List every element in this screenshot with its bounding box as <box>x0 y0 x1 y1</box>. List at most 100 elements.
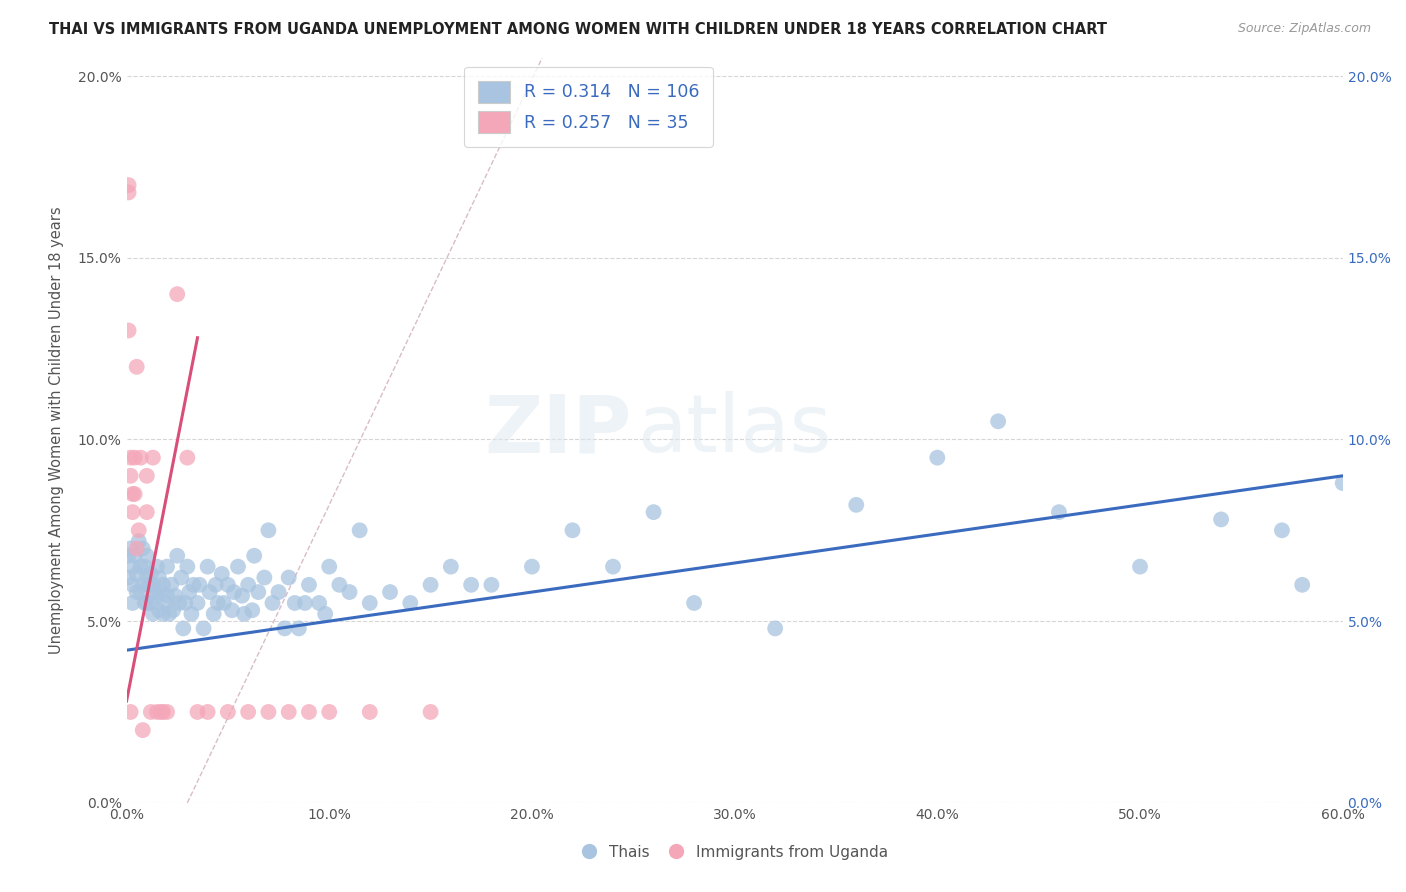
Point <box>152 705 174 719</box>
Point <box>139 566 162 581</box>
Point <box>440 559 463 574</box>
Point <box>121 505 143 519</box>
Point <box>150 585 173 599</box>
Text: atlas: atlas <box>637 392 832 469</box>
Point <box>339 585 361 599</box>
Point <box>152 578 174 592</box>
Point <box>183 578 205 592</box>
Point <box>240 603 263 617</box>
Point <box>121 596 143 610</box>
Point <box>157 607 180 621</box>
Point <box>186 596 208 610</box>
Point <box>148 570 170 584</box>
Point <box>128 524 150 538</box>
Point <box>419 705 441 719</box>
Point <box>221 603 243 617</box>
Point <box>179 585 201 599</box>
Point <box>349 524 371 538</box>
Point <box>222 585 245 599</box>
Point <box>298 578 321 592</box>
Point <box>419 578 441 592</box>
Point <box>197 705 219 719</box>
Point <box>135 468 157 483</box>
Point <box>298 705 321 719</box>
Point <box>186 705 208 719</box>
Point <box>284 596 307 610</box>
Point <box>166 287 188 301</box>
Point <box>165 589 187 603</box>
Point <box>120 468 142 483</box>
Point <box>602 559 624 574</box>
Point <box>231 589 253 603</box>
Point <box>117 323 139 337</box>
Point <box>197 559 219 574</box>
Point <box>167 596 190 610</box>
Point <box>150 705 173 719</box>
Point <box>273 621 295 635</box>
Point <box>1291 578 1313 592</box>
Point <box>148 603 170 617</box>
Point <box>257 524 280 538</box>
Point <box>481 578 503 592</box>
Point <box>142 578 165 592</box>
Point <box>125 566 148 581</box>
Point <box>207 596 229 610</box>
Point <box>212 596 235 610</box>
Point <box>138 578 160 592</box>
Point <box>359 705 381 719</box>
Point <box>460 578 482 592</box>
Point <box>134 559 156 574</box>
Point <box>121 559 143 574</box>
Point <box>236 578 259 592</box>
Point <box>927 450 949 465</box>
Point <box>328 578 350 592</box>
Point <box>170 570 193 584</box>
Point <box>262 596 284 610</box>
Point <box>117 178 139 193</box>
Point <box>217 578 239 592</box>
Point <box>156 589 179 603</box>
Point <box>146 589 169 603</box>
Point <box>308 596 330 610</box>
Point <box>211 566 233 581</box>
Point <box>139 596 162 610</box>
Point <box>135 596 157 610</box>
Point <box>146 705 169 719</box>
Point <box>172 621 194 635</box>
Point <box>314 607 336 621</box>
Point <box>318 705 340 719</box>
Point <box>124 487 146 501</box>
Point <box>120 705 142 719</box>
Point <box>520 559 543 574</box>
Point <box>643 505 665 519</box>
Y-axis label: Unemployment Among Women with Children Under 18 years: Unemployment Among Women with Children U… <box>49 207 63 654</box>
Point <box>226 559 249 574</box>
Point <box>318 559 340 574</box>
Point <box>277 705 299 719</box>
Point <box>124 450 146 465</box>
Point <box>763 621 786 635</box>
Point <box>257 705 280 719</box>
Point <box>129 559 152 574</box>
Point <box>146 559 169 574</box>
Point <box>1331 476 1354 491</box>
Point <box>188 578 211 592</box>
Point <box>132 723 155 738</box>
Point <box>288 621 311 635</box>
Point <box>135 549 157 563</box>
Point <box>142 450 165 465</box>
Point <box>134 596 156 610</box>
Point <box>152 607 174 621</box>
Point <box>142 607 165 621</box>
Point <box>176 559 198 574</box>
Point <box>253 570 276 584</box>
Point <box>166 549 188 563</box>
Point <box>233 607 256 621</box>
Point <box>294 596 316 610</box>
Point <box>1271 524 1294 538</box>
Point <box>156 705 179 719</box>
Point <box>1047 505 1070 519</box>
Legend: Thais, Immigrants from Uganda: Thais, Immigrants from Uganda <box>575 838 894 866</box>
Point <box>121 578 143 592</box>
Point <box>359 596 381 610</box>
